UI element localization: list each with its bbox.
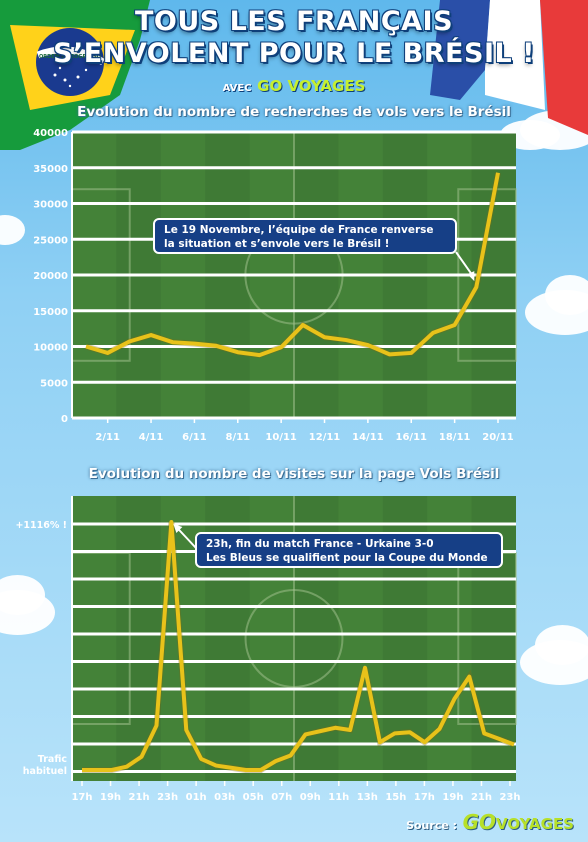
- annotation-box: [153, 218, 457, 254]
- annotation-arrowhead: [173, 524, 183, 533]
- x-tick-label: 17h: [414, 792, 435, 803]
- x-tick-label: 16/11: [396, 432, 428, 443]
- x-tick-label: 07h: [271, 792, 292, 803]
- y-tick-label: 0: [61, 414, 68, 425]
- annotation-text-line2: Les Bleus se qualifient pour la Coupe du…: [206, 552, 488, 564]
- flag-motto: ORDEM E PROGRESSO: [39, 54, 101, 60]
- chart1-search-flights: 0 5000 10000 15000 20000 25000 30000 35000 40000…: [33, 128, 517, 443]
- y-tick-label: 25000: [33, 235, 68, 246]
- x-tick-label: 19h: [442, 792, 463, 803]
- x-tick-label: 4/11: [139, 432, 164, 443]
- chart2-annotation: 23h, fin du match France - Urkaine 3-0 Le…: [195, 532, 503, 568]
- x-tick-label: 10/11: [265, 432, 297, 443]
- source-brand-go: GO: [462, 810, 497, 834]
- avec-label: AVEC: [222, 83, 252, 94]
- title-brand-line: AVEC GO VOYAGES: [0, 76, 588, 95]
- y-tick-label: 5000: [40, 378, 68, 389]
- source-credit: Source : GOVOYAGES: [406, 810, 574, 834]
- y-top-label: +1116% !: [15, 520, 67, 531]
- cloud: [535, 625, 588, 665]
- x-tick-label: 01h: [186, 792, 207, 803]
- x-tick-label: 23h: [499, 792, 520, 803]
- x-tick-label: 17h: [71, 792, 92, 803]
- cloud: [0, 575, 45, 615]
- x-tick-label: 23h: [157, 792, 178, 803]
- chart1-annotation: Le 19 Novembre, l’équipe de France renve…: [153, 218, 457, 254]
- x-tick-label: 6/11: [182, 432, 207, 443]
- x-tick-label: 09h: [300, 792, 321, 803]
- x-tick-label: 11h: [328, 792, 349, 803]
- y-tick-label: 10000: [33, 343, 68, 354]
- y-tick-label: 30000: [33, 200, 68, 211]
- brand-logo: GO VOYAGES: [257, 77, 366, 95]
- annotation-arrowhead: [467, 271, 475, 282]
- x-tick-label: 21h: [471, 792, 492, 803]
- annotation-text-line1: 23h, fin du match France - Urkaine 3-0: [206, 538, 434, 550]
- source-label: Source :: [406, 819, 458, 832]
- annotation-text-line2: la situation et s’envole vers le Brésil …: [164, 238, 389, 250]
- y-tick-label: 40000: [33, 128, 68, 139]
- x-tick-label: 20/11: [482, 432, 514, 443]
- france-flag-icon: [430, 0, 588, 135]
- series-line: [85, 172, 500, 358]
- pitch-center-circle: [244, 589, 344, 688]
- x-tick-label: 18/11: [439, 432, 471, 443]
- y-bottom-label-line2: habituel: [23, 766, 67, 777]
- x-tick-label: 8/11: [226, 432, 251, 443]
- source-brand-voyages: VOYAGES: [496, 815, 574, 833]
- page-title-line2: S’ENVOLENT POUR LE BRÉSIL !: [53, 38, 535, 69]
- pitch-stripe: [72, 496, 117, 781]
- y-tick-label: 20000: [33, 271, 68, 282]
- x-tick-label: 12/11: [309, 432, 341, 443]
- x-tick-label: 13h: [357, 792, 378, 803]
- annotation-arrow: [455, 251, 474, 276]
- page-title-line1: TOUS LES FRANÇAIS: [134, 6, 454, 37]
- chart2-title: Evolution du nombre de visites sur la pa…: [88, 466, 500, 482]
- x-tick-label: 03h: [214, 792, 235, 803]
- brazil-flag-icon: ORDEM E PROGRESSO: [0, 0, 150, 150]
- series-line: [82, 520, 515, 772]
- x-tick-label: 05h: [243, 792, 264, 803]
- annotation-box: [195, 532, 503, 568]
- x-tick-label: 2/11: [95, 432, 120, 443]
- x-tick-label: 15h: [385, 792, 406, 803]
- chart1-title: Evolution du nombre de recherches de vol…: [77, 104, 511, 120]
- y-bottom-label-line1: Trafic: [38, 754, 67, 765]
- y-tick-label: 35000: [33, 164, 68, 175]
- x-tick-label: 19h: [100, 792, 121, 803]
- x-tick-label: 14/11: [352, 432, 384, 443]
- annotation-arrow: [175, 526, 197, 549]
- x-tick-label: 21h: [129, 792, 150, 803]
- cloud: [545, 275, 588, 315]
- y-tick-label: 15000: [33, 307, 68, 318]
- annotation-text-line1: Le 19 Novembre, l’équipe de France renve…: [164, 224, 434, 236]
